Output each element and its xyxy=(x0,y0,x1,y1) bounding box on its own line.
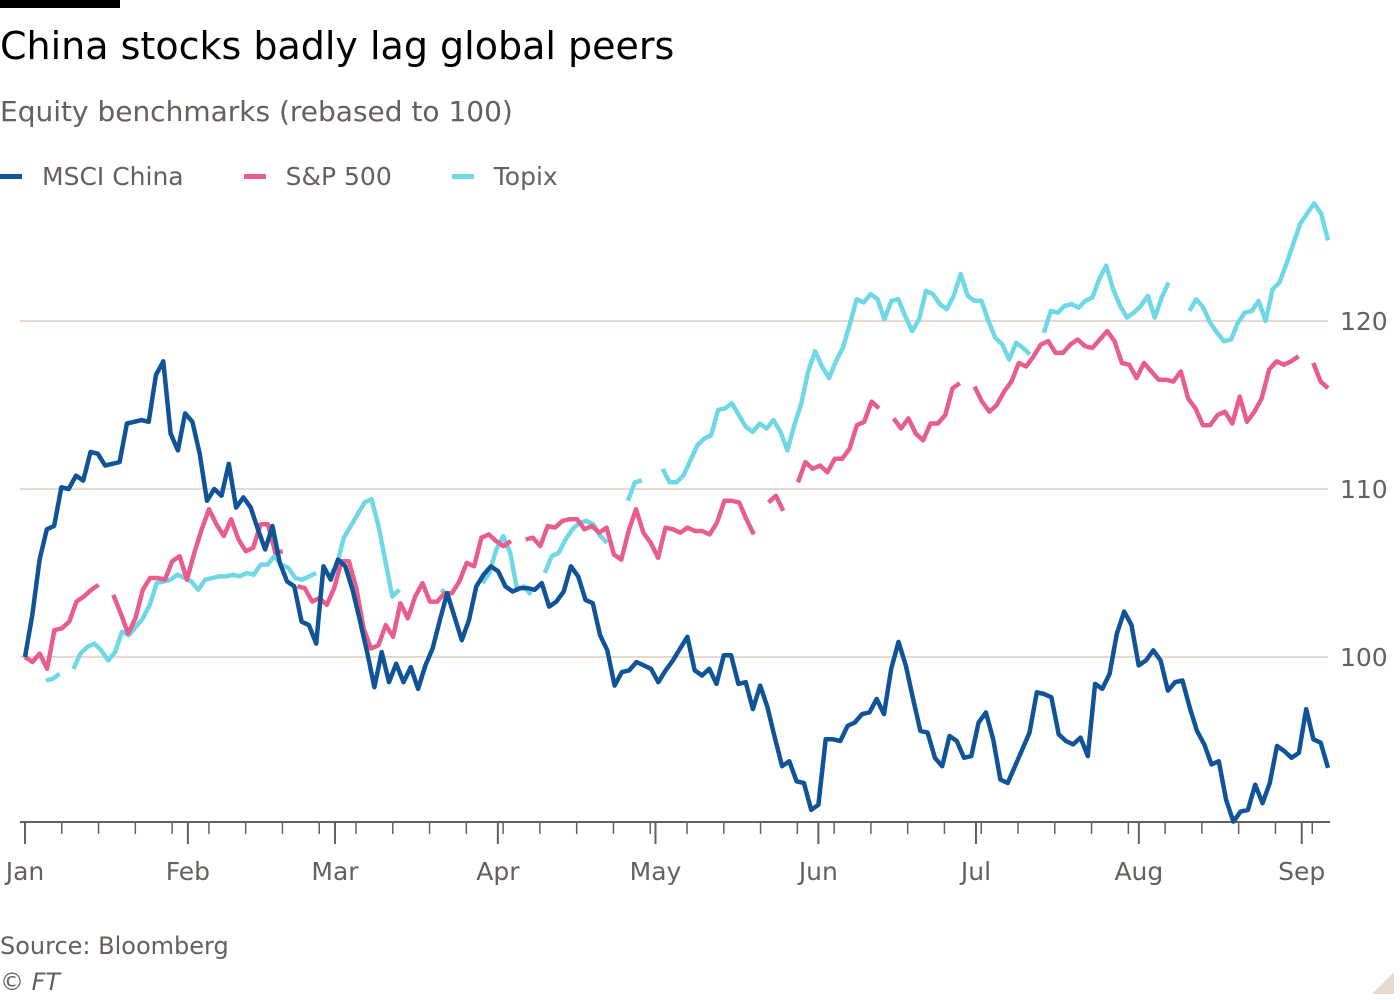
source-note: Source: Bloomberg xyxy=(0,932,229,960)
legend-swatch-sp500 xyxy=(243,173,266,179)
copyright-note: © FT xyxy=(0,968,61,996)
legend-swatch-msci-china xyxy=(0,173,22,179)
legend-item-topix: Topix xyxy=(451,161,558,191)
y-tick-label-100: 100 xyxy=(1340,643,1388,672)
series-line-msci-china xyxy=(22,359,1331,824)
legend-swatch-topix xyxy=(451,173,474,179)
legend-label-topix: Topix xyxy=(493,161,558,191)
legend: MSCI China S&P 500 Topix xyxy=(0,158,618,194)
y-tick-label-120: 120 xyxy=(1340,307,1388,336)
legend-item-sp500: S&P 500 xyxy=(243,161,392,191)
chart-subtitle: Equity benchmarks (rebased to 100) xyxy=(0,95,513,128)
series-line-topix xyxy=(45,201,1331,683)
chart-title: China stocks badly lag global peers xyxy=(0,24,675,68)
x-tick-label-aug: Aug xyxy=(1114,857,1163,886)
x-tick-label-mar: Mar xyxy=(311,857,359,886)
legend-label-msci-china: MSCI China xyxy=(42,161,184,191)
legend-label-sp500: S&P 500 xyxy=(285,161,392,191)
line-chart: 100 110 120 Jan Feb Mar Apr May Jun Jul Aug Sep xyxy=(4,201,1388,886)
x-tick-label-feb: Feb xyxy=(166,857,210,886)
x-tick-label-jan: Jan xyxy=(4,857,45,886)
ft-top-bar xyxy=(0,0,120,8)
corner-fold xyxy=(1372,972,1394,994)
x-tick-label-sep: Sep xyxy=(1278,857,1325,886)
y-tick-label-110: 110 xyxy=(1340,475,1388,504)
x-tick-label-jun: Jun xyxy=(797,857,838,886)
series-line-s-p-500 xyxy=(23,328,1330,672)
x-tick-label-jul: Jul xyxy=(959,857,991,886)
x-tick-label-may: May xyxy=(630,857,682,886)
legend-item-msci-china: MSCI China xyxy=(0,162,184,191)
x-tick-label-apr: Apr xyxy=(476,857,520,886)
